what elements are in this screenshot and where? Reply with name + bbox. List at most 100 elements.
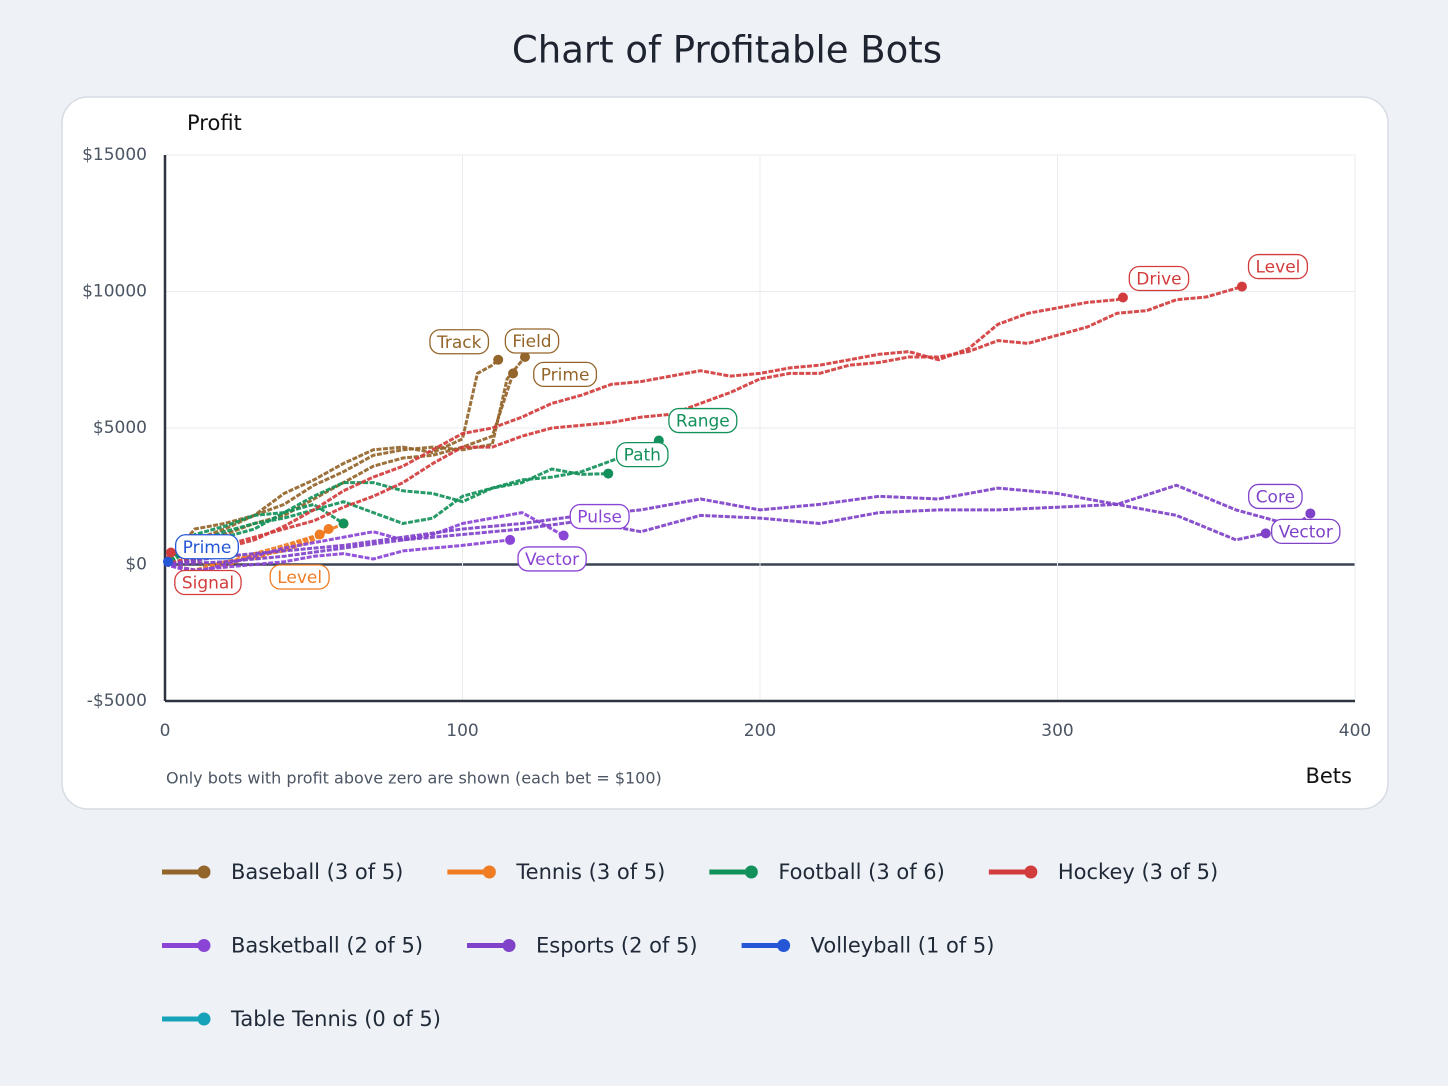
bot-end-point <box>165 547 176 558</box>
bot-end-point <box>603 468 614 479</box>
legend-dot <box>197 1012 211 1026</box>
legend-item: Tennis (3 of 5) <box>447 860 665 884</box>
bot-label-text: Drive <box>1136 270 1181 290</box>
x-tick-label: 200 <box>744 721 776 741</box>
bot-line <box>164 538 511 572</box>
bot-label-text: Field <box>512 332 551 352</box>
bot-label-text: Level <box>1256 258 1301 278</box>
legend-dot <box>197 865 211 879</box>
x-tick-label: 300 <box>1041 721 1073 741</box>
legend-label: Football (3 of 6) <box>778 860 945 884</box>
bot-label-box <box>269 564 330 590</box>
legend-label: Table Tennis (0 of 5) <box>230 1007 441 1031</box>
bot-label-text: Vector <box>1279 522 1333 542</box>
bot-end-point <box>558 530 569 541</box>
legend-item: Football (3 of 6) <box>709 860 945 884</box>
bot-label: Field <box>504 328 560 354</box>
bot-label: Level <box>269 564 330 590</box>
y-tick-label: $0 <box>125 555 147 575</box>
bot-line <box>163 358 500 566</box>
bot-label-box <box>569 503 630 530</box>
legend-item: Table Tennis (0 of 5) <box>162 1007 441 1031</box>
bot-label-box <box>1271 518 1341 545</box>
bot-label-text: Pulse <box>577 508 622 528</box>
bot-label-text: Path <box>624 446 661 466</box>
bot-label-text: Prime <box>183 538 232 558</box>
bot-label-text: Track <box>436 333 482 353</box>
bot-end-point <box>493 354 504 365</box>
bot-label-text: Signal <box>182 573 234 593</box>
legend-dot <box>502 939 516 952</box>
legend-item: Esports (2 of 5) <box>467 934 698 958</box>
bot-label: Prime <box>533 361 598 388</box>
legend-dot <box>1024 865 1038 879</box>
legend-label: Esports (2 of 5) <box>536 934 698 958</box>
bot-label: Level <box>1247 253 1309 280</box>
bot-label: Track <box>429 329 490 355</box>
bot-label-box <box>615 441 669 468</box>
bot-end-point <box>314 529 325 540</box>
chart-title: Chart of Profitable Bots <box>512 29 942 72</box>
chart-card <box>61 96 1389 810</box>
bot-line <box>164 356 527 566</box>
bot-end-point <box>162 556 173 567</box>
y-axis-label: Profit <box>187 111 242 135</box>
bot-label-box <box>174 569 242 596</box>
bot-label: Pulse <box>569 503 630 530</box>
x-tick-label: 100 <box>446 721 478 741</box>
x-tick-label: 0 <box>160 721 171 741</box>
bot-label: Drive <box>1128 265 1190 292</box>
legend-dot <box>482 865 496 879</box>
y-tick-label: $10000 <box>82 282 147 302</box>
bot-line <box>164 511 565 575</box>
bot-line <box>164 296 1124 566</box>
legend-item: Basketball (2 of 5) <box>162 934 423 958</box>
bot-label: Signal <box>174 569 242 596</box>
bot-label-box <box>533 361 598 388</box>
bot-end-point <box>1260 528 1271 539</box>
bot-end-point <box>338 518 349 529</box>
bot-line <box>164 285 1243 566</box>
bot-line <box>164 439 660 566</box>
x-axis-label: Bets <box>1305 764 1352 788</box>
chart-note: Only bots with profit above zero are sho… <box>166 769 662 788</box>
legend-label: Baseball (3 of 5) <box>231 860 403 884</box>
bot-label: Vector <box>517 546 587 572</box>
y-tick-label: $5000 <box>93 418 147 438</box>
bot-label: Prime <box>174 534 239 560</box>
bot-line <box>163 467 609 566</box>
bot-line <box>164 483 1312 566</box>
legend-item: Baseball (3 of 5) <box>162 860 403 884</box>
legend-label: Volleyball (1 of 5) <box>811 934 995 958</box>
bot-label-box <box>668 407 738 434</box>
y-tick-label: -$5000 <box>87 691 147 711</box>
bot-label-box <box>1248 483 1303 510</box>
legend-dot <box>197 939 211 952</box>
bot-end-point <box>1236 281 1247 292</box>
bot-label-box <box>517 546 587 572</box>
bot-end-point <box>505 534 516 545</box>
y-tick-label: $15000 <box>82 145 147 165</box>
bot-label: Range <box>668 407 738 434</box>
x-tick-label: 400 <box>1339 721 1371 741</box>
bot-label-box <box>1128 265 1190 292</box>
bot-label-box <box>429 329 490 355</box>
bot-label-text: Level <box>277 568 322 588</box>
bot-end-point <box>1117 292 1128 303</box>
bot-label: Core <box>1248 483 1303 510</box>
bot-label-text: Core <box>1256 487 1295 507</box>
legend-label: Basketball (2 of 5) <box>231 934 423 958</box>
bot-label-box <box>1247 253 1309 280</box>
bot-end-point <box>1305 508 1316 519</box>
bot-label-text: Vector <box>525 550 579 570</box>
bot-label-box <box>174 534 239 560</box>
bot-label: Path <box>615 441 669 468</box>
bot-end-point <box>519 352 530 363</box>
legend-label: Tennis (3 of 5) <box>515 860 665 884</box>
legend-item: Volleyball (1 of 5) <box>741 934 995 958</box>
bot-end-point <box>508 368 519 379</box>
bot-label-text: Prime <box>541 365 590 385</box>
legend-dot <box>777 939 791 952</box>
legend-item: Hockey (3 of 5) <box>988 860 1218 884</box>
